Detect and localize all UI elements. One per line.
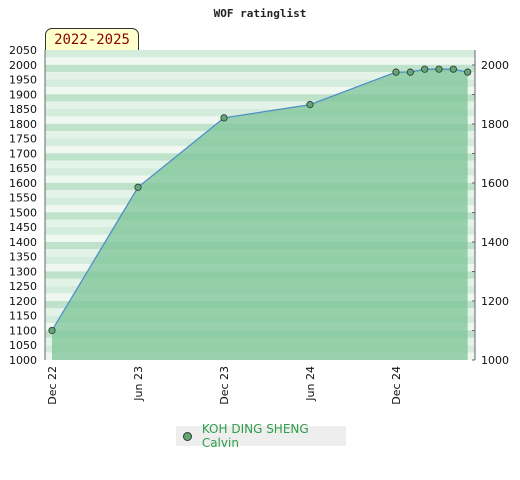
period-badge: 2022-2025 — [45, 28, 139, 50]
y-tick-label-left: 1050 — [9, 339, 37, 352]
background-band — [45, 57, 475, 65]
y-tick-label-right: 1600 — [481, 177, 509, 190]
plot-area: 2050200019501900185018001750170016501600… — [9, 44, 509, 405]
y-tick-label-left: 1250 — [9, 280, 37, 293]
x-tick-label: Dec 24 — [390, 366, 403, 405]
y-tick-label-left: 1150 — [9, 310, 37, 323]
data-point — [392, 68, 400, 76]
legend-marker-icon — [183, 431, 192, 441]
y-tick-label-left: 1550 — [9, 192, 37, 205]
y-tick-label-left: 1900 — [9, 88, 37, 101]
series-line — [51, 68, 468, 331]
y-tick-label-right: 1200 — [481, 295, 509, 308]
y-tick-label-left: 1400 — [9, 236, 37, 249]
x-tick-label: Jun 23 — [132, 366, 145, 402]
y-tick-label-left: 2000 — [9, 59, 37, 72]
y-tick-label-left: 1450 — [9, 221, 37, 234]
y-tick-label-left: 2050 — [9, 44, 37, 57]
y-tick-label-left: 1350 — [9, 251, 37, 264]
background-band — [45, 86, 475, 95]
background-band — [45, 50, 475, 58]
data-point — [220, 114, 228, 122]
data-point — [134, 183, 142, 191]
legend: KOH DING SHENG Calvin — [176, 422, 346, 450]
chart-title: WOF ratinglist — [214, 7, 307, 20]
background-band — [45, 79, 475, 87]
background-band — [45, 94, 475, 102]
legend-label: KOH DING SHENG Calvin — [201, 422, 309, 450]
background-band — [45, 101, 475, 110]
y-tick-label-left: 1800 — [9, 118, 37, 131]
data-point — [449, 65, 457, 73]
background-band — [45, 72, 475, 80]
x-tick-label: Jun 24 — [304, 366, 317, 402]
y-tick-label-left: 1100 — [9, 324, 37, 337]
x-tick-label: Dec 23 — [218, 366, 231, 405]
y-tick-label-left: 1200 — [9, 295, 37, 308]
y-tick-label-left: 1950 — [9, 74, 37, 87]
y-tick-label-right: 1000 — [481, 354, 509, 367]
y-tick-label-left: 1850 — [9, 103, 37, 116]
data-point — [421, 65, 429, 73]
y-tick-label-left: 1300 — [9, 265, 37, 278]
y-tick-label-left: 1650 — [9, 162, 37, 175]
background-band — [45, 64, 475, 73]
y-tick-label-left: 1000 — [9, 354, 37, 367]
y-tick-label-left: 1750 — [9, 133, 37, 146]
data-point — [435, 65, 443, 73]
series-area — [52, 69, 468, 360]
y-tick-label-left: 1700 — [9, 147, 37, 160]
data-point — [48, 326, 56, 335]
y-tick-label-left: 1500 — [9, 206, 37, 219]
y-tick-label-right: 1800 — [481, 118, 509, 131]
y-tick-label-left: 1600 — [9, 177, 37, 190]
x-tick-label: Dec 22 — [46, 366, 59, 405]
data-point — [406, 68, 414, 76]
y-tick-label-right: 1400 — [481, 236, 509, 249]
data-point — [464, 68, 472, 76]
data-point — [306, 101, 314, 109]
y-tick-label-right: 2000 — [481, 59, 509, 72]
